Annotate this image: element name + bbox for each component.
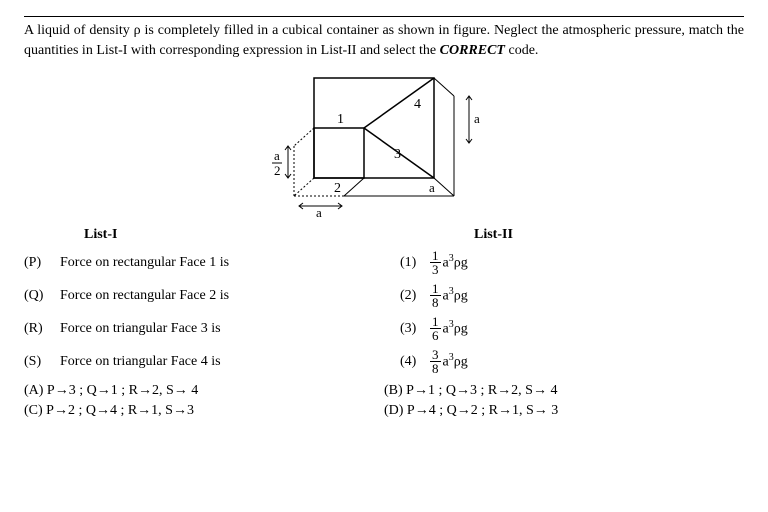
svg-text:2: 2 bbox=[334, 181, 341, 196]
match-row: (Q)Force on rectangular Face 2 is (2)18a3… bbox=[24, 282, 744, 309]
svg-text:a: a bbox=[429, 180, 435, 195]
row-num: (2) bbox=[400, 288, 430, 304]
figure: 1 2 3 4 a 2 a a a bbox=[24, 68, 744, 223]
problem-bold: CORRECT bbox=[440, 43, 505, 58]
row-expr: 16a3ρg bbox=[430, 315, 468, 342]
svg-text:a: a bbox=[474, 111, 480, 126]
row-expr: 13a3ρg bbox=[430, 249, 468, 276]
row-expr: 18a3ρg bbox=[430, 282, 468, 309]
option-d: (D) P→4 ; Q→2 ; R→1, S→ 3 bbox=[384, 403, 744, 419]
svg-text:4: 4 bbox=[414, 97, 421, 112]
problem-tail: code. bbox=[505, 43, 538, 58]
list1-header: List-I bbox=[84, 227, 384, 243]
row-tag: (R) bbox=[24, 321, 60, 337]
row-num: (1) bbox=[400, 255, 430, 271]
option-b: (B) P→1 ; Q→3 ; R→2, S→ 4 bbox=[384, 383, 744, 399]
option-c: (C) P→2 ; Q→4 ; R→1, S→3 bbox=[24, 403, 384, 419]
options: (A) P→3 ; Q→1 ; R→2, S→ 4 (B) P→1 ; Q→3 … bbox=[24, 381, 744, 421]
row-num: (4) bbox=[400, 354, 430, 370]
svg-text:2: 2 bbox=[274, 163, 281, 178]
row-num: (3) bbox=[400, 321, 430, 337]
list-headers: List-I List-II bbox=[24, 227, 744, 243]
problem-lead: A liquid of density ρ is completely fill… bbox=[24, 23, 744, 58]
svg-text:1: 1 bbox=[337, 112, 344, 127]
svg-text:a: a bbox=[274, 148, 280, 163]
match-row: (R)Force on triangular Face 3 is (3)16a3ρ… bbox=[24, 315, 744, 342]
list2-header: List-II bbox=[474, 227, 513, 243]
row-desc: Force on triangular Face 3 is bbox=[60, 321, 340, 337]
row-desc: Force on triangular Face 4 is bbox=[60, 354, 340, 370]
option-a: (A) P→3 ; Q→1 ; R→2, S→ 4 bbox=[24, 383, 384, 399]
match-row: (P)Force on rectangular Face 1 is (1)13a3… bbox=[24, 249, 744, 276]
svg-text:a: a bbox=[316, 205, 322, 218]
row-desc: Force on rectangular Face 1 is bbox=[60, 255, 340, 271]
match-row: (S)Force on triangular Face 4 is (4)38a3ρ… bbox=[24, 348, 744, 375]
row-tag: (S) bbox=[24, 354, 60, 370]
row-expr: 38a3ρg bbox=[430, 348, 468, 375]
row-tag: (Q) bbox=[24, 288, 60, 304]
problem-statement: A liquid of density ρ is completely fill… bbox=[24, 16, 744, 60]
row-tag: (P) bbox=[24, 255, 60, 271]
row-desc: Force on rectangular Face 2 is bbox=[60, 288, 340, 304]
svg-text:3: 3 bbox=[394, 147, 401, 162]
